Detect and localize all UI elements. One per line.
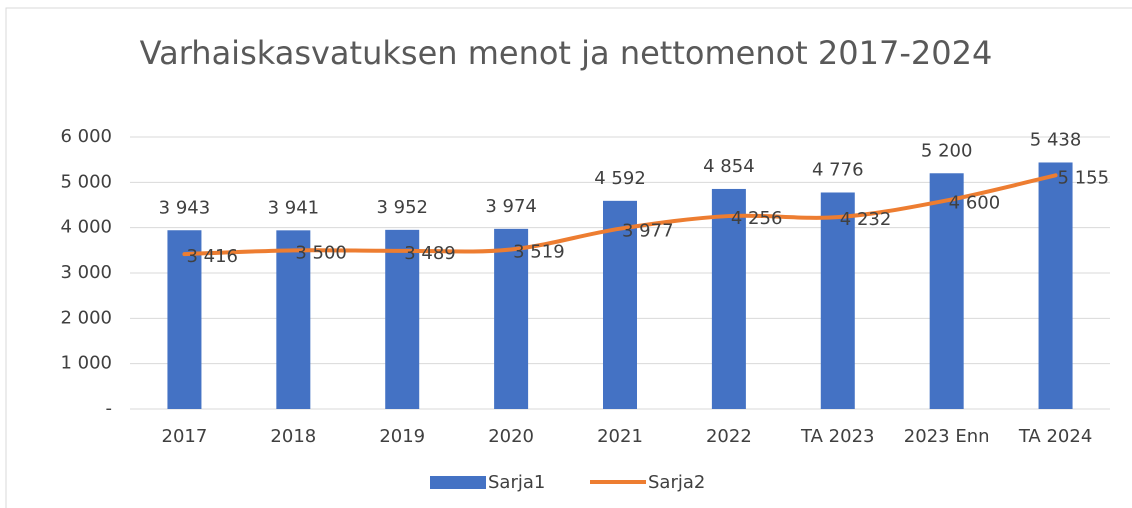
x-tick-label: 2019 — [379, 426, 425, 447]
y-tick-label: 3 000 — [60, 262, 112, 283]
x-tick-label: 2020 — [488, 426, 534, 447]
y-tick-label: 5 000 — [60, 171, 112, 192]
bar-value-label: 3 952 — [376, 197, 428, 218]
line-value-label: 4 256 — [731, 208, 783, 229]
line-value-label: 3 489 — [404, 243, 456, 264]
bar — [820, 192, 855, 409]
line-value-label: 4 600 — [949, 192, 1001, 213]
bar — [276, 230, 311, 409]
bar-value-label: 4 776 — [812, 159, 864, 180]
legend-label: Sarja2 — [648, 472, 705, 493]
bar — [929, 173, 964, 409]
bar — [494, 228, 529, 409]
x-tick-label: 2017 — [162, 426, 208, 447]
x-tick-label: 2022 — [706, 426, 752, 447]
x-tick-label: TA 2024 — [1018, 426, 1092, 447]
bar — [603, 200, 637, 409]
legend-swatch — [430, 476, 486, 489]
bar-value-label: 5 438 — [1030, 129, 1082, 150]
line-value-label: 3 500 — [295, 242, 347, 263]
y-tick-label: 6 000 — [60, 126, 112, 147]
y-tick-label: 4 000 — [60, 217, 112, 238]
line-value-label: 4 232 — [840, 209, 892, 230]
bar — [1038, 162, 1073, 409]
x-tick-label: TA 2023 — [800, 426, 874, 447]
y-tick-label: - — [106, 398, 113, 419]
y-tick-label: 2 000 — [60, 307, 112, 328]
x-tick-label: 2023 Enn — [904, 426, 990, 447]
bar-value-label: 3 943 — [159, 197, 211, 218]
x-tick-label: 2018 — [270, 426, 316, 447]
y-tick-label: 1 000 — [60, 353, 112, 374]
line-value-label: 3 519 — [513, 241, 565, 262]
bar-value-label: 3 974 — [485, 196, 537, 217]
bar — [167, 230, 202, 409]
bar — [711, 188, 746, 409]
bar-value-label: 3 941 — [268, 197, 320, 218]
legend-label: Sarja1 — [488, 472, 545, 493]
chart-title: Varhaiskasvatuksen menot ja nettomenot 2… — [139, 34, 993, 72]
x-tick-label: 2021 — [597, 426, 643, 447]
chart-border — [5, 7, 1132, 508]
line-value-label: 3 977 — [622, 221, 674, 242]
line-value-label: 5 155 — [1058, 167, 1110, 188]
bar-value-label: 4 854 — [703, 156, 755, 177]
bar-value-label: 4 592 — [594, 168, 646, 189]
line — [182, 173, 1058, 257]
line-value-label: 3 416 — [186, 246, 238, 267]
bar-value-label: 5 200 — [921, 140, 973, 161]
bar — [385, 229, 420, 409]
